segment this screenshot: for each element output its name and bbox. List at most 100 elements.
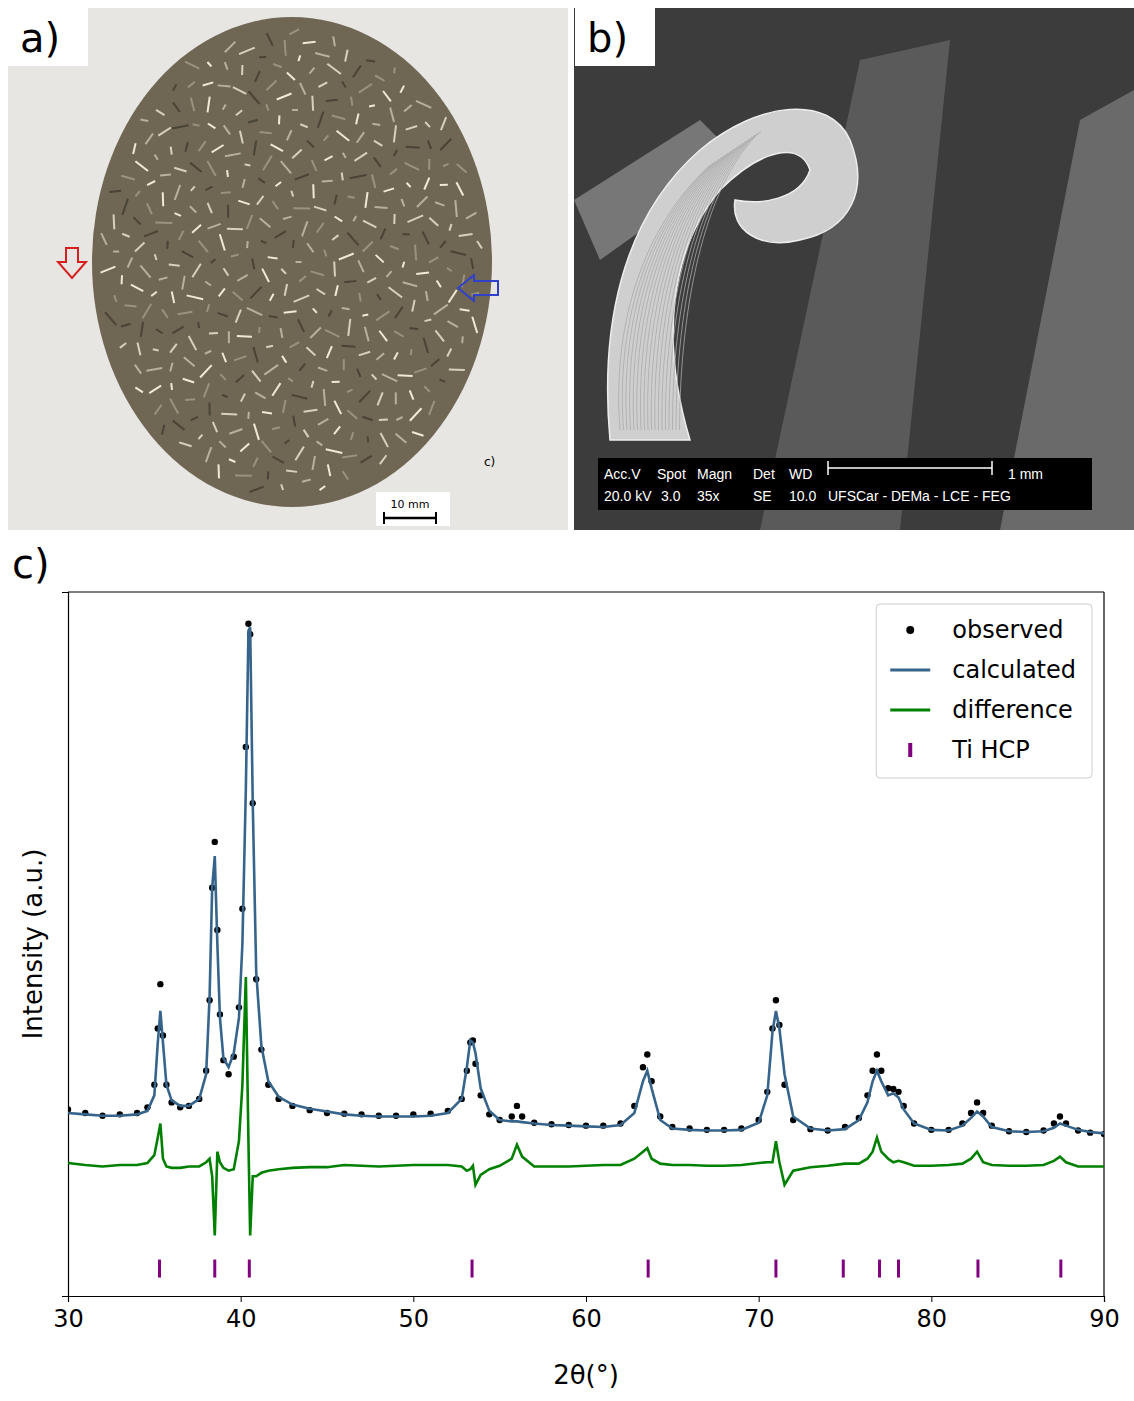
chip xyxy=(407,183,411,187)
chip xyxy=(314,207,326,211)
chip xyxy=(440,139,451,151)
chip xyxy=(175,185,180,200)
chip xyxy=(342,173,343,181)
x-axis-line xyxy=(69,1297,1105,1303)
chip xyxy=(199,241,208,253)
chip xyxy=(205,281,211,285)
chip xyxy=(447,348,451,356)
chip xyxy=(269,316,278,317)
x-tick-mark xyxy=(586,1296,587,1302)
data-point xyxy=(878,1260,881,1278)
chip xyxy=(318,419,328,425)
data-point xyxy=(471,1260,474,1278)
chip xyxy=(424,178,429,190)
scale-bar-end xyxy=(435,512,437,524)
chip xyxy=(135,191,140,196)
chip xyxy=(299,364,305,371)
series-line xyxy=(68,977,1104,1235)
chip xyxy=(466,213,476,219)
chip xyxy=(121,324,131,327)
chip xyxy=(440,379,445,381)
chip xyxy=(410,408,422,420)
chip xyxy=(429,401,434,415)
chip xyxy=(229,459,235,462)
chip xyxy=(174,168,186,172)
info-value: 3.0 xyxy=(661,488,681,504)
chip xyxy=(394,125,396,142)
striation xyxy=(662,141,746,430)
chip xyxy=(225,153,241,156)
chip xyxy=(166,241,169,249)
data-point xyxy=(976,1260,979,1278)
chip xyxy=(320,486,326,490)
chip xyxy=(324,135,329,140)
scale-bar-end xyxy=(383,512,385,524)
chip xyxy=(300,83,305,95)
scale-bar xyxy=(384,517,436,520)
y-axis-line xyxy=(62,593,69,1297)
chip xyxy=(229,429,242,434)
info-value: 20.0 kV xyxy=(604,488,652,504)
x-tick: 60 xyxy=(571,1296,602,1333)
chip xyxy=(149,386,161,393)
chip xyxy=(382,374,397,381)
chip xyxy=(290,342,300,347)
legend-swatch xyxy=(890,709,930,712)
chip xyxy=(122,199,128,215)
chip xyxy=(342,81,346,87)
striation xyxy=(655,145,740,430)
chip xyxy=(396,417,402,420)
chip xyxy=(255,71,260,82)
chip xyxy=(401,199,404,207)
chip xyxy=(303,42,316,44)
legend-label: calculated xyxy=(952,656,1076,684)
chip xyxy=(260,218,271,227)
info-value: SE xyxy=(753,488,772,504)
data-point xyxy=(158,1260,161,1278)
chip xyxy=(311,271,324,275)
chip xyxy=(218,464,220,478)
chip xyxy=(263,156,272,171)
chip xyxy=(121,275,123,284)
data-point xyxy=(1059,1260,1062,1278)
chip xyxy=(272,427,280,429)
striation xyxy=(633,157,722,430)
panel-b: Acc.VSpotMagnDetWD20.0 kV3.035xSE10.0UFS… xyxy=(574,8,1134,530)
chip xyxy=(184,357,195,366)
panel-letter: b) xyxy=(587,15,628,61)
chip xyxy=(393,214,395,224)
chip xyxy=(367,278,376,283)
x-tick: 30 xyxy=(53,1296,84,1333)
chip xyxy=(295,174,309,179)
chip xyxy=(254,140,256,155)
chip xyxy=(245,164,251,165)
chip xyxy=(312,184,314,198)
striation xyxy=(672,135,755,430)
chip xyxy=(311,96,314,111)
chip xyxy=(307,141,314,148)
chip xyxy=(412,432,423,436)
chip xyxy=(190,206,196,212)
chip xyxy=(390,108,394,122)
chip xyxy=(198,435,202,439)
chip xyxy=(169,264,180,265)
info-bar xyxy=(598,458,1092,510)
chip xyxy=(261,241,266,243)
chip xyxy=(252,371,261,382)
chip xyxy=(140,120,148,121)
x-tick: 80 xyxy=(917,1296,948,1333)
chip xyxy=(292,395,308,399)
chip xyxy=(253,458,257,467)
chip xyxy=(236,310,241,323)
chip xyxy=(333,36,335,46)
chip xyxy=(375,75,384,81)
chip xyxy=(205,187,212,191)
chip xyxy=(357,369,360,377)
data-point xyxy=(773,997,779,1003)
striation xyxy=(658,143,743,430)
chip xyxy=(405,163,419,170)
data-point xyxy=(212,839,218,845)
micrograph-background xyxy=(574,8,1134,530)
chip xyxy=(185,62,199,69)
chip xyxy=(192,264,200,278)
